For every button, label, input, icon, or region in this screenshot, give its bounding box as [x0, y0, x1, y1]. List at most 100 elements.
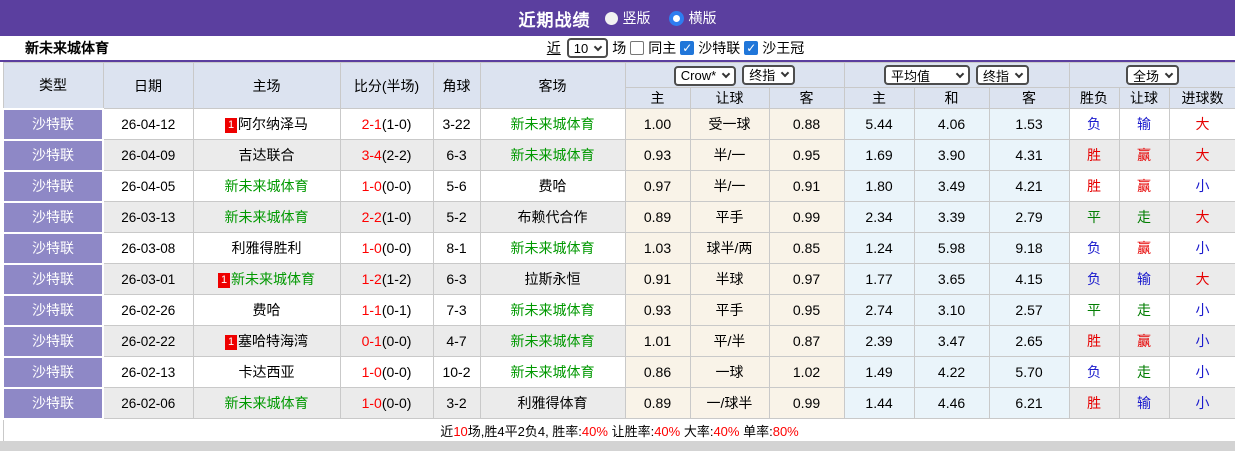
fulltime-score: 1-2 [361, 271, 382, 287]
handicap-result-cell: 赢 [1118, 232, 1170, 264]
home-team-name: 新未来城体育 [224, 178, 309, 194]
winloss-result-cell: 胜 [1068, 170, 1120, 202]
score-cell: 0-1(0-0) [339, 325, 434, 357]
header-sub-row: 主 让球 客 主 和 客 胜负 让球 进球数 [3, 87, 1235, 109]
avg-away-cell: 6.21 [988, 387, 1070, 419]
radio-unchecked-icon[interactable] [604, 11, 618, 25]
match-row: 沙特联 26-04-12 1 阿尔纳泽马 2-1(1-0) 3-22 新未来城体育 1.00 受… [2, 107, 1235, 141]
goals-result-cell: 大 [1168, 139, 1235, 171]
summary-part: 40% [654, 423, 681, 439]
summary-part: 40% [581, 423, 608, 439]
home-odds-cell: 1.00 [624, 108, 691, 140]
avg-draw-cell: 3.39 [913, 201, 990, 233]
league-cell: 沙特联 [2, 293, 104, 327]
chevron-down-icon [1014, 69, 1024, 78]
chevron-down-icon [955, 69, 965, 78]
avg-home-cell: 1.77 [843, 263, 915, 295]
avg-home-cell: 2.39 [843, 325, 915, 357]
home-team-name: 新未来城体育 [231, 271, 315, 287]
league-cell: 沙特联 [2, 324, 104, 358]
corner-cell: 10-2 [432, 356, 481, 388]
crow-select[interactable]: Crow* [673, 65, 737, 86]
subheader-winloss: 胜负 [1068, 87, 1120, 109]
away-team-name: 费哈 [538, 178, 567, 194]
match-row: 沙特联 26-02-26 费哈 1-1(0-1) 7-3 新未来城体育 0.93 平手 0.95… [2, 293, 1235, 327]
header-average-group: 平均值 终指 [843, 62, 1070, 88]
page-title: 近期战绩 [518, 10, 591, 30]
away-team-name: 新未来城体育 [510, 116, 595, 132]
checkbox-same-home[interactable] [630, 41, 645, 55]
match-row: 沙特联 26-02-22 1 塞哈特海湾 0-1(0-0) 4-7 新未来城体育 1.01 平/… [2, 324, 1235, 358]
fullmatch-select[interactable]: 全场 [1126, 65, 1180, 85]
home-team-cell: 新未来城体育 [192, 387, 341, 419]
radio-checked-icon[interactable] [668, 10, 684, 26]
avg-draw-cell: 5.98 [913, 232, 990, 264]
home-odds-cell: 0.97 [624, 170, 691, 202]
score-cell: 1-1(0-1) [339, 294, 434, 326]
home-team-cell: 利雅得胜利 [192, 232, 341, 264]
winloss-result-cell: 平 [1068, 294, 1120, 326]
goals-result-cell: 小 [1168, 170, 1235, 202]
recent-count-value: 10 [573, 40, 589, 56]
chevron-down-icon [780, 68, 790, 78]
halftime-score: (0-0) [381, 333, 412, 349]
checkbox-saudi-kings-cup[interactable] [744, 41, 759, 55]
summary-row: 近10场,胜4平2负4, 胜率:40% 让胜率:40% 大率:40% 单率:80… [2, 418, 1235, 442]
corner-cell: 3-2 [432, 387, 481, 419]
halftime-score: (1-0) [381, 209, 412, 225]
avg-away-cell: 4.21 [988, 170, 1070, 202]
avg-away-cell: 1.53 [988, 108, 1070, 140]
handicap-result-cell: 赢 [1118, 170, 1170, 202]
league-cell: 沙特联 [2, 262, 104, 296]
corner-cell: 5-2 [432, 201, 481, 233]
avg-draw-cell: 3.65 [913, 263, 990, 295]
fulltime-score: 3-4 [361, 147, 382, 163]
checkbox-saudi-league[interactable] [680, 41, 695, 55]
radio-vertical-label: 竖版 [622, 10, 651, 26]
home-team-name: 吉达联合 [238, 147, 295, 163]
date-cell: 26-02-26 [102, 294, 194, 326]
winloss-result-cell: 负 [1068, 356, 1120, 388]
summary-text: 近10场,胜4平2负4, 胜率:40% 让胜率:40% 大率:40% 单率:80… [2, 418, 1235, 442]
summary-part: 单率: [739, 423, 773, 439]
radio-vertical-layout[interactable]: 竖版 [604, 8, 651, 28]
away-odds-cell: 0.99 [768, 201, 845, 233]
home-odds-cell: 0.89 [624, 387, 691, 419]
final-odds-select-2[interactable]: 终指 [976, 65, 1030, 85]
fulltime-score: 1-0 [361, 240, 382, 256]
home-team-cell: 吉达联合 [192, 139, 341, 171]
average-select[interactable]: 平均值 [884, 65, 971, 85]
filter-controls: 近 10 场 同主 沙特联 沙王冠 [547, 38, 804, 58]
winloss-result-cell: 胜 [1068, 139, 1120, 171]
average-select-value: 平均值 [891, 68, 931, 84]
rank-badge: 1 [225, 118, 237, 133]
home-team-name: 卡达西亚 [238, 364, 295, 380]
final-odds-select-1[interactable]: 终指 [742, 64, 796, 85]
home-odds-cell: 0.93 [624, 294, 691, 326]
team-name: 新未来城体育 [25, 40, 109, 56]
near-label: 近 [546, 40, 561, 56]
results-table: 类型 日期 主场 比分(半场) 角球 客场 Crow* 终指 平均值 [2, 62, 1235, 442]
handicap-result-cell: 输 [1118, 108, 1170, 140]
chevron-down-icon [593, 42, 603, 51]
handicap-cell: 平/半 [689, 325, 770, 357]
header-corner: 角球 [432, 62, 481, 109]
handicap-result-cell: 赢 [1118, 139, 1170, 171]
summary-part: 80% [772, 423, 799, 439]
avg-away-cell: 4.31 [988, 139, 1070, 171]
date-cell: 26-02-13 [102, 356, 194, 388]
handicap-cell: 平手 [689, 294, 770, 326]
away-team-cell: 新未来城体育 [479, 139, 626, 171]
goals-result-cell: 小 [1168, 294, 1235, 326]
radio-horizontal-layout[interactable]: 横版 [668, 8, 717, 28]
league-cell: 沙特联 [2, 138, 104, 172]
away-odds-cell: 1.02 [768, 356, 845, 388]
recent-count-select[interactable]: 10 [566, 38, 609, 58]
home-team-name: 阿尔纳泽马 [238, 116, 308, 132]
match-row: 沙特联 26-03-13 新未来城体育 2-2(1-0) 5-2 布赖代合作 0.89 平手 0… [2, 200, 1235, 234]
handicap-cell: 半/一 [689, 170, 770, 202]
goals-result-cell: 大 [1168, 108, 1235, 140]
away-odds-cell: 0.88 [768, 108, 845, 140]
match-row: 沙特联 26-02-13 卡达西亚 1-0(0-0) 10-2 新未来城体育 0.86 一球 1… [2, 355, 1235, 389]
subheader-avg-away: 客 [988, 87, 1070, 109]
